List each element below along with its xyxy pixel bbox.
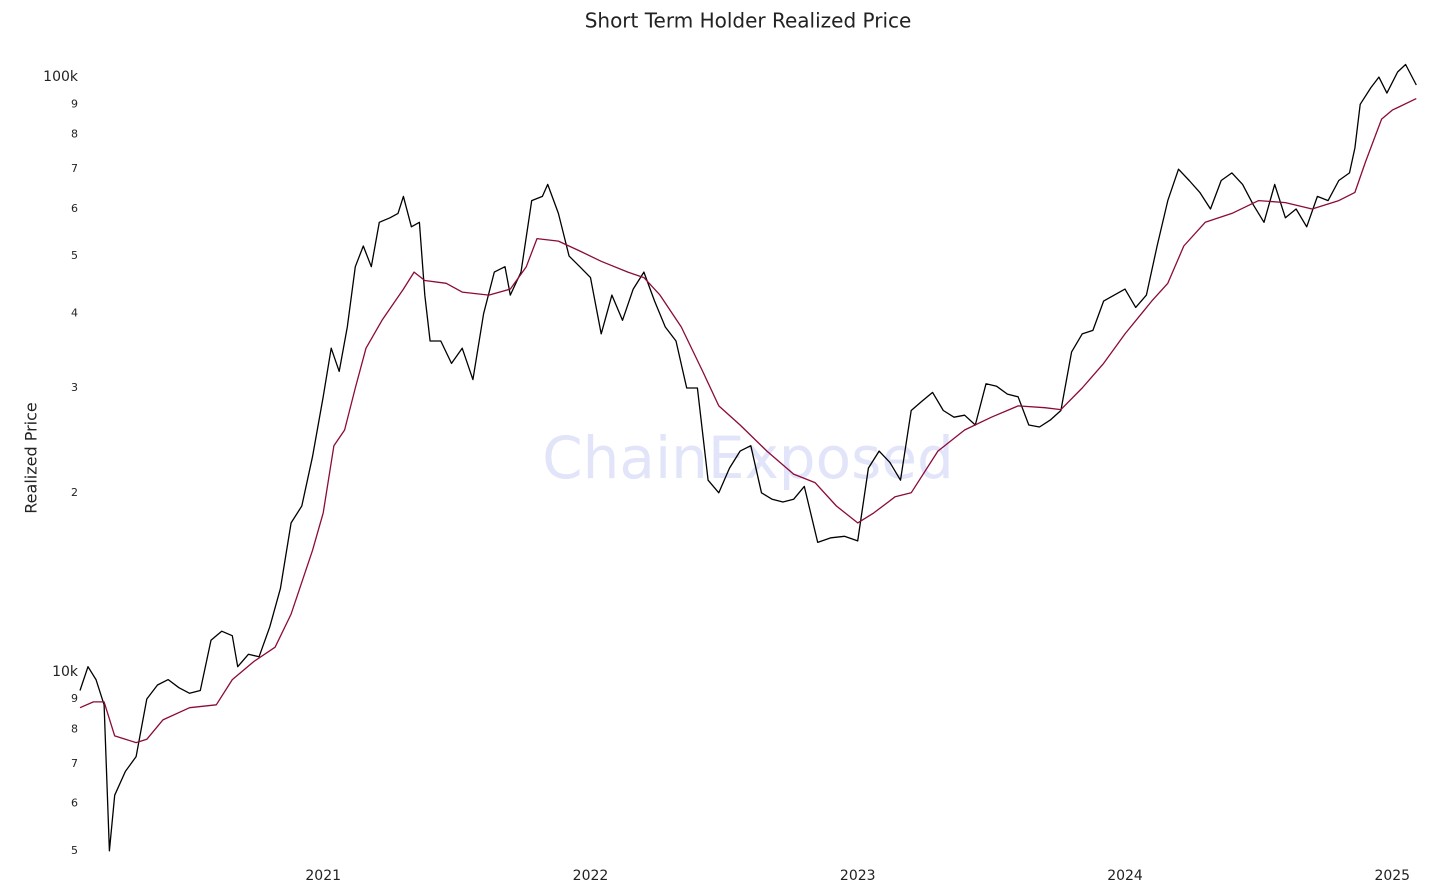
watermark: ChainExposed (542, 424, 954, 492)
y-tick-label: 8 (71, 722, 78, 735)
y-tick-label: 2 (71, 486, 78, 499)
y-tick-label: 100k (43, 69, 79, 85)
price-line (79, 98, 1417, 744)
y-tick-label: 7 (71, 757, 78, 770)
price-line (79, 63, 1417, 852)
y-tick-label: 10k (52, 664, 79, 680)
chart-title: Short Term Holder Realized Price (585, 9, 912, 33)
y-axis-label: Realized Price (22, 402, 41, 513)
x-tick-label: 2025 (1374, 868, 1410, 884)
x-tick-label: 2021 (305, 868, 341, 884)
y-tick-label: 5 (71, 844, 78, 857)
y-tick-label: 9 (71, 97, 78, 110)
x-tick-label: 2024 (1107, 868, 1143, 884)
y-tick-label: 6 (71, 202, 78, 215)
y-tick-label: 6 (71, 797, 78, 810)
y-tick-label: 7 (71, 162, 78, 175)
x-tick-label: 2023 (840, 868, 876, 884)
y-tick-label: 3 (71, 381, 78, 394)
y-tick-label: 8 (71, 128, 78, 141)
y-tick-label: 9 (71, 692, 78, 705)
x-tick-label: 2022 (573, 868, 609, 884)
y-tick-label: 4 (71, 307, 78, 320)
y-tick-label: 5 (71, 249, 78, 262)
